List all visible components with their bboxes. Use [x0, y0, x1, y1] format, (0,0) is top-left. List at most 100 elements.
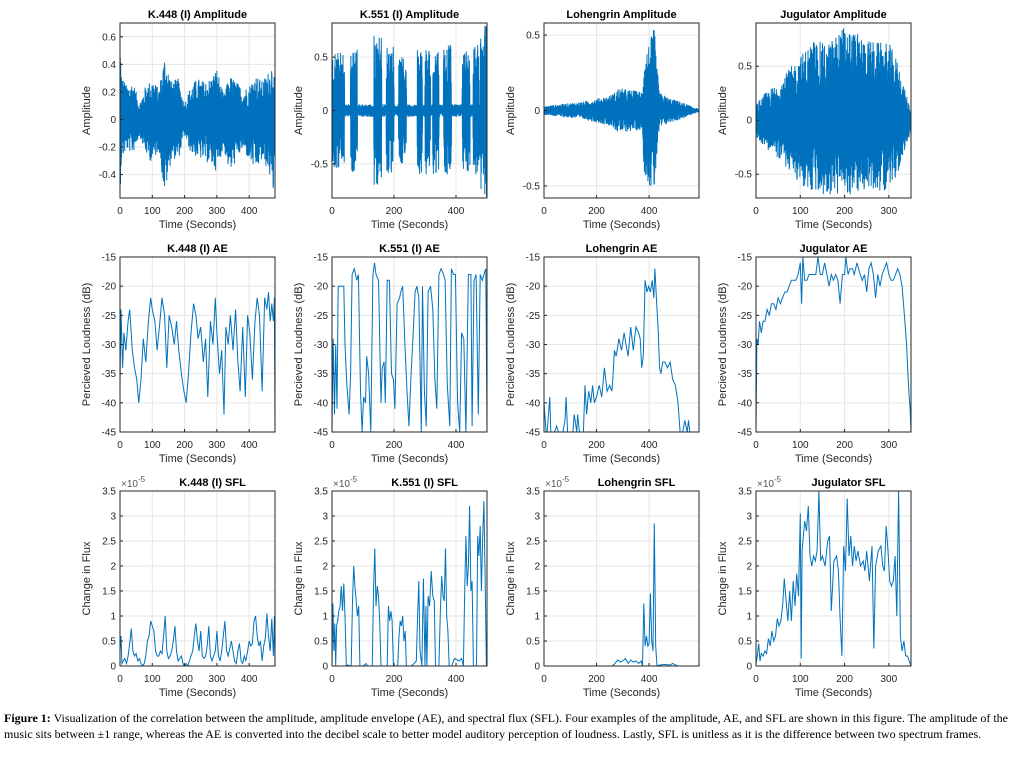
- y-tick-label: -45: [526, 428, 541, 439]
- data-series: [120, 48, 275, 189]
- y-tick-label: -35: [526, 369, 541, 380]
- x-axis-label: Time (Seconds): [583, 687, 660, 699]
- x-axis-label: Time (Seconds): [795, 219, 872, 231]
- exponent-label: ×10-5: [121, 475, 146, 490]
- y-axis-label: Amplitude: [293, 86, 305, 135]
- x-tick-label: 100: [792, 440, 809, 451]
- x-tick-label: 0: [117, 674, 123, 685]
- y-tick-label: 3: [322, 512, 328, 523]
- x-axis-label: Time (Seconds): [371, 219, 448, 231]
- y-axis-label: Amplitude: [717, 86, 729, 135]
- x-tick-label: 300: [209, 440, 226, 451]
- subplot-title: K.551 (I) AE: [379, 243, 440, 255]
- x-tick-label: 200: [386, 206, 403, 217]
- subplot-jugulator-ae: 0 100 200 300 -45 -40 -35 -30 -25 -20 -15 Jugulator…: [717, 243, 912, 465]
- y-tick-label: 2.5: [526, 537, 540, 548]
- x-tick-label: 400: [641, 206, 658, 217]
- axes-box: [119, 490, 276, 667]
- x-axis-label: Time (Seconds): [795, 687, 872, 699]
- x-tick-label: 0: [541, 440, 547, 451]
- x-tick-label: 400: [448, 674, 465, 685]
- y-tick-label: 0: [110, 115, 116, 126]
- y-tick-label: -15: [738, 253, 753, 264]
- series-line: [544, 523, 699, 666]
- series-line: [120, 291, 275, 432]
- y-tick-label: 0.6: [102, 32, 116, 43]
- data-series: [332, 26, 487, 197]
- exponent-sup: -5: [350, 475, 358, 484]
- axes-box: [755, 490, 912, 667]
- data-series: [120, 613, 275, 666]
- exponent-label: ×10-5: [333, 475, 358, 490]
- subplot-k448-amp: 0 100 200 300 400 -0.4 -0.2 0 0.2 0.4 0.6 K.448 (I)…: [81, 9, 276, 231]
- y-tick-label: 0: [110, 662, 116, 673]
- y-axis-label: Amplitude: [505, 86, 517, 135]
- data-series: [756, 28, 911, 195]
- x-axis-label: Time (Seconds): [795, 453, 872, 465]
- subplot-k448-sfl: 0 100 200 300 400 0 0.5 1 1.5 2 2.5 3 3.5 K.448 (I) S…: [81, 475, 276, 699]
- figure-grid: 0 100 200 300 400-0.4-0.200.20.40.6K.448 (I)…: [81, 9, 912, 699]
- y-tick-label: -0.2: [99, 143, 117, 154]
- y-tick-label: 3.5: [526, 487, 540, 498]
- y-tick-label: -45: [314, 428, 329, 439]
- x-axis-label: Time (Seconds): [371, 687, 448, 699]
- y-axis-label: Change in Flux: [81, 541, 93, 615]
- exponent-sup: -5: [774, 475, 782, 484]
- y-tick-label: 3: [746, 512, 752, 523]
- y-tick-label: 0: [322, 662, 328, 673]
- x-tick-label: 400: [641, 440, 658, 451]
- x-tick-label: 200: [386, 674, 403, 685]
- series-line: [332, 262, 487, 432]
- x-tick-label: 300: [209, 674, 226, 685]
- subplot-k551-sfl: 0 200 400 0 0.5 1 1.5 2 2.5 3 3.5 K.551 (I) SFL Time…: [293, 475, 488, 699]
- waveform-line: [332, 26, 487, 197]
- subplot-title: Jugulator AE: [799, 243, 867, 255]
- subplot-k551-amp: 0 200 400 -0.5 0 0.5 K.551 (I) Amplitude Time (…: [293, 9, 488, 231]
- data-series: [332, 262, 487, 432]
- y-tick-label: -30: [102, 340, 117, 351]
- x-tick-label: 200: [176, 440, 193, 451]
- subplot-jugulator-sfl: 0 100 200 300 0 0.5 1 1.5 2 2.5 3 3.5 Jugulator SFL T…: [717, 475, 912, 699]
- y-tick-label: -30: [526, 340, 541, 351]
- y-tick-label: -20: [314, 282, 329, 293]
- axes-box: [331, 490, 488, 667]
- y-tick-label: 1: [322, 612, 328, 623]
- y-tick-label: 3.5: [738, 487, 752, 498]
- y-tick-label: 0.5: [738, 637, 752, 648]
- x-tick-label: 200: [588, 206, 605, 217]
- y-axis-label: Percieved Loudness (dB): [293, 283, 305, 407]
- y-tick-label: -20: [738, 282, 753, 293]
- y-tick-label: -45: [738, 428, 753, 439]
- y-tick-label: 2: [534, 562, 540, 573]
- subplot-title: Lohengrin AE: [586, 243, 658, 255]
- exponent-sup: -5: [138, 475, 146, 484]
- x-tick-label: 100: [144, 674, 161, 685]
- y-tick-label: 1.5: [314, 587, 328, 598]
- x-tick-label: 200: [386, 440, 403, 451]
- y-tick-label: -40: [738, 398, 753, 409]
- x-axis-label: Time (Seconds): [583, 219, 660, 231]
- x-tick-label: 200: [836, 440, 853, 451]
- y-tick-label: -30: [738, 340, 753, 351]
- y-tick-label: 2.5: [102, 537, 116, 548]
- subplot-k551-ae: 0 200 400 -45 -40 -35 -30 -25 -20 -15 K.551 (I) AE…: [293, 243, 488, 465]
- y-tick-label: -40: [102, 398, 117, 409]
- y-tick-label: 0.5: [526, 637, 540, 648]
- y-tick-label: 0: [534, 662, 540, 673]
- y-tick-label: -45: [102, 428, 117, 439]
- x-axis-label: Time (Seconds): [583, 453, 660, 465]
- y-tick-label: 2: [322, 562, 328, 573]
- subplot-jugulator-amp: 0 100 200 300 -0.5 0 0.5 Jugulator Amplitude Tim…: [717, 9, 912, 231]
- y-tick-label: 0: [746, 662, 752, 673]
- y-tick-label: 0.5: [314, 637, 328, 648]
- x-tick-label: 100: [792, 674, 809, 685]
- y-tick-label: 3.5: [102, 487, 116, 498]
- y-tick-label: -25: [738, 311, 753, 322]
- x-tick-label: 0: [329, 206, 335, 217]
- y-tick-label: -35: [314, 369, 329, 380]
- x-tick-label: 0: [541, 674, 547, 685]
- subplot-title: K.448 (I) Amplitude: [148, 9, 247, 21]
- y-tick-label: 2: [746, 562, 752, 573]
- y-tick-label: -0.5: [311, 159, 329, 170]
- x-axis-label: Time (Seconds): [159, 453, 236, 465]
